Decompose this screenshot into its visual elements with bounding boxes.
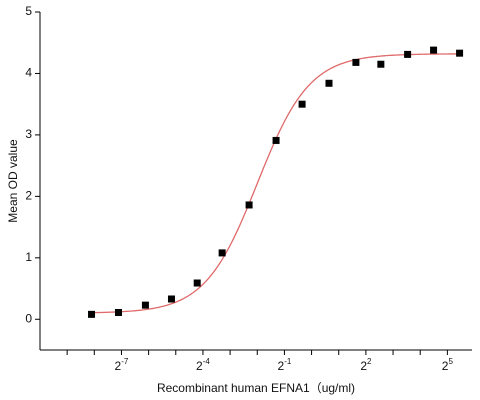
y-tick-label: 0	[25, 311, 32, 325]
data-point	[456, 49, 464, 57]
y-tick-label: 4	[25, 66, 32, 80]
data-point	[325, 79, 333, 87]
y-axis-label: Mean OD value	[6, 139, 20, 223]
data-point	[430, 46, 438, 54]
data-point	[377, 60, 385, 68]
data-point	[352, 58, 360, 66]
data-point	[272, 136, 280, 144]
x-tick-label: 2-4	[196, 357, 210, 373]
data-point	[141, 301, 149, 309]
y-tick-label: 3	[25, 127, 32, 141]
data-point	[404, 50, 412, 58]
x-tick-label: 2-7	[115, 357, 129, 373]
x-tick-label: 2-1	[278, 357, 292, 373]
x-tick-label: 22	[360, 357, 372, 373]
data-point	[114, 309, 122, 317]
data-point	[88, 310, 96, 318]
x-axis-label: Recombinant human EFNA1（ug/ml)	[157, 381, 355, 395]
data-point	[193, 279, 201, 287]
data-point	[245, 201, 253, 209]
data-point	[218, 249, 226, 257]
fit-curve	[91, 53, 460, 314]
y-tick-label: 1	[25, 250, 32, 264]
data-point	[167, 295, 175, 303]
y-tick-label: 2	[25, 189, 32, 203]
y-tick-label: 5	[25, 4, 32, 18]
x-tick-label: 25	[442, 357, 454, 373]
data-point	[298, 100, 306, 108]
